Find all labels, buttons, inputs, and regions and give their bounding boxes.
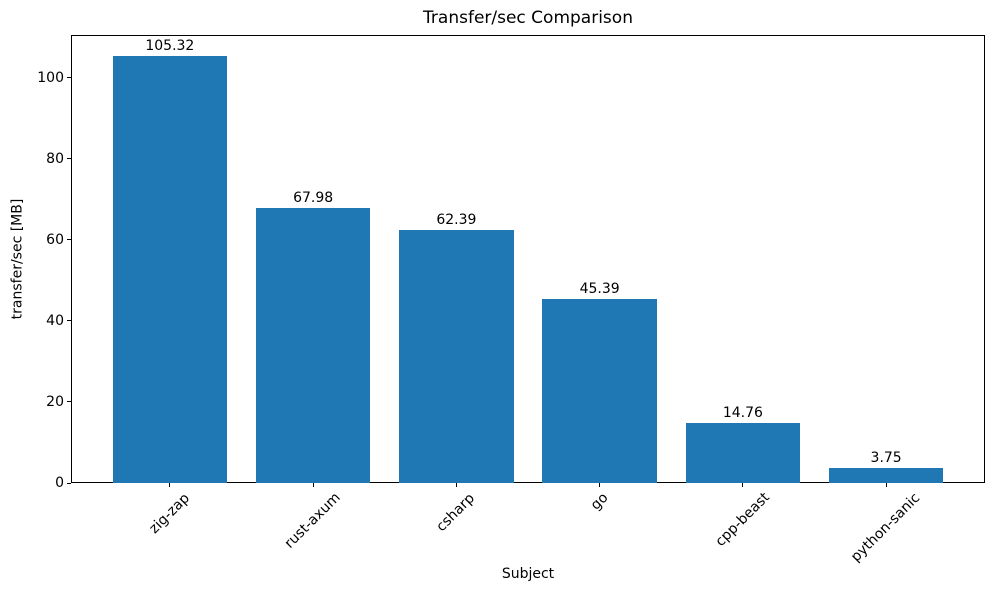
x-tick-mark	[169, 483, 171, 487]
bar-value-label: 62.39	[436, 212, 477, 229]
y-tick-mark	[67, 77, 71, 79]
bar-value-label: 105.32	[145, 38, 195, 55]
bar-value-label: 3.75	[870, 449, 902, 466]
x-tick-label: python-sanic	[848, 489, 924, 566]
bar-cpp-beast	[685, 423, 801, 483]
y-tick-mark	[67, 158, 71, 160]
y-tick-label: 80	[46, 150, 64, 167]
y-tick-mark	[67, 239, 71, 241]
x-tick-label: go	[587, 489, 612, 514]
bar-csharp	[399, 230, 514, 483]
bar-python-sanic	[828, 467, 944, 483]
y-tick-label: 60	[46, 231, 64, 248]
x-tick-mark	[312, 483, 314, 487]
bar-value-label: 14.76	[722, 405, 763, 422]
chart-title: Transfer/sec Comparison	[423, 8, 633, 28]
y-tick-label: 40	[46, 312, 64, 329]
x-tick-mark	[599, 483, 601, 487]
x-tick-label: csharp	[433, 489, 479, 535]
bar-go	[542, 299, 657, 483]
y-tick-label: 20	[46, 393, 64, 410]
bar-zig-zap	[112, 56, 228, 483]
y-tick-mark	[67, 320, 71, 322]
x-tick-mark	[885, 483, 887, 487]
bar-value-label: 67.98	[293, 189, 334, 206]
x-axis-label: Subject	[501, 566, 555, 582]
bar-value-label: 45.39	[579, 281, 620, 298]
x-tick-label: cpp-beast	[712, 489, 773, 551]
bar-rust-axum	[255, 207, 371, 483]
x-tick-mark	[455, 483, 457, 487]
y-axis-label: transfer/sec [MB]	[9, 198, 26, 320]
x-tick-label: zig-zap	[146, 489, 193, 537]
y-tick-label: 0	[55, 475, 64, 491]
y-tick-label: 100	[37, 69, 64, 86]
y-tick-mark	[67, 482, 71, 484]
y-tick-mark	[67, 401, 71, 403]
x-tick-label: rust-axum	[281, 490, 344, 553]
x-tick-mark	[742, 483, 744, 487]
